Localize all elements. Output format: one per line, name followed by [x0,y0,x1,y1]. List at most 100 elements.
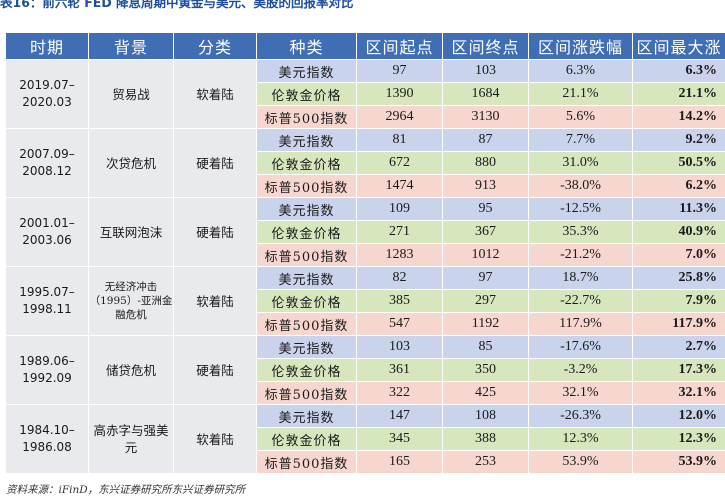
max-cell: 2.7% [632,335,725,359]
table-body: 2019.07–2020.03 贸易战 软着陆 美元指数 97 103 6.3% 6.3% 伦敦… [5,59,725,474]
period-cell: 1984.10–1986.08 [5,404,89,474]
start-cell: 322 [356,381,443,405]
change-cell: 53.9% [528,450,633,474]
period-cell: 2001.01–2003.06 [5,197,89,267]
end-cell: 367 [442,220,529,244]
start-cell: 672 [356,151,443,175]
change-cell: -12.5% [528,197,633,221]
change-cell: 18.7% [528,266,633,290]
header-period: 时期 [5,32,89,60]
change-cell: 6.3% [528,59,633,83]
kind-cell: 伦敦金价格 [256,358,357,382]
start-cell: 345 [356,427,443,451]
end-cell: 95 [442,197,529,221]
kind-cell: 标普500指数 [256,381,357,405]
period-cell: 1989.06–1992.09 [5,335,89,405]
category-cell: 硬着陆 [173,197,257,267]
max-cell: 21.1% [632,82,725,106]
start-cell: 271 [356,220,443,244]
header-max: 区间最大涨 [632,32,725,60]
period-cell: 1995.07–1998.11 [5,266,89,336]
start-cell: 361 [356,358,443,382]
max-cell: 53.9% [632,450,725,474]
header-row: 时期 背景 分类 种类 区间起点 区间终点 区间涨跌幅 区间最大涨 [5,32,725,60]
change-cell: 31.0% [528,151,633,175]
table-row: 伦敦金价格 345 388 12.3% 12.3% [6,427,725,451]
kind-cell: 美元指数 [256,59,357,83]
end-cell: 1684 [442,82,529,106]
table-row: 标普500指数 1283 1012 -21.2% 7.0% [6,243,725,267]
kind-cell: 美元指数 [256,404,357,428]
start-cell: 1390 [356,82,443,106]
kind-cell: 伦敦金价格 [256,220,357,244]
kind-cell: 伦敦金价格 [256,151,357,175]
table-row: 2001.01–2003.06 互联网泡沫 硬着陆 美元指数 109 95 -12.5% 11… [5,197,725,267]
header-change: 区间涨跌幅 [528,32,633,60]
change-cell: -38.0% [528,174,633,198]
change-cell: -17.6% [528,335,633,359]
table-row: 伦敦金价格 1390 1684 21.1% 21.1% [6,82,725,106]
max-cell: 40.9% [632,220,725,244]
table-caption: 表16：前六轮 FED 降息周期中黄金与美元、美股的回报率对比 [0,0,354,10]
start-cell: 109 [356,197,443,221]
max-cell: 12.0% [632,404,725,428]
change-cell: 117.9% [528,312,633,336]
max-cell: 50.5% [632,151,725,175]
header-category: 分类 [173,32,257,60]
end-cell: 297 [442,289,529,313]
kind-cell: 标普500指数 [256,312,357,336]
table-row: 1995.07–1998.11 无经济冲击（1995）-亚洲金融危机 软着陆 美元指数… [5,266,725,336]
background-cell: 贸易战 [88,59,174,129]
period-cell: 2007.09–2008.12 [5,128,89,198]
kind-cell: 标普500指数 [256,174,357,198]
comparison-table: 时期 背景 分类 种类 区间起点 区间终点 区间涨跌幅 区间最大涨 2019.0… [5,32,725,474]
start-cell: 103 [356,335,443,359]
table-row: 标普500指数 1474 913 -38.0% 6.2% [6,174,725,198]
end-cell: 1192 [442,312,529,336]
header-end: 区间终点 [442,32,529,60]
kind-cell: 标普500指数 [256,243,357,267]
change-cell: 35.3% [528,220,633,244]
change-cell: 32.1% [528,381,633,405]
kind-cell: 标普500指数 [256,105,357,129]
start-cell: 547 [356,312,443,336]
source-note: 资料来源：iFinD，东兴证券研究所东兴证券研究所 [6,484,246,496]
category-cell: 硬着陆 [173,335,257,405]
background-cell: 高赤字与强美元 [88,404,174,474]
start-cell: 1474 [356,174,443,198]
header-kind: 种类 [256,32,357,60]
end-cell: 388 [442,427,529,451]
max-cell: 12.3% [632,427,725,451]
kind-cell: 美元指数 [256,335,357,359]
max-cell: 6.3% [632,59,725,83]
kind-cell: 标普500指数 [256,450,357,474]
end-cell: 425 [442,381,529,405]
kind-cell: 美元指数 [256,128,357,152]
table-row: 标普500指数 547 1192 117.9% 117.9% [6,312,725,336]
max-cell: 117.9% [632,312,725,336]
max-cell: 7.0% [632,243,725,267]
header-background: 背景 [88,32,174,60]
change-cell: -21.2% [528,243,633,267]
table-row: 2007.09–2008.12 次贷危机 硬着陆 美元指数 81 87 7.7% 9.2% [5,128,725,198]
end-cell: 913 [442,174,529,198]
end-cell: 350 [442,358,529,382]
kind-cell: 伦敦金价格 [256,82,357,106]
max-cell: 32.1% [632,381,725,405]
start-cell: 147 [356,404,443,428]
start-cell: 165 [356,450,443,474]
max-cell: 17.3% [632,358,725,382]
kind-cell: 伦敦金价格 [256,289,357,313]
start-cell: 1283 [356,243,443,267]
category-cell: 软着陆 [173,404,257,474]
period-cell: 2019.07–2020.03 [5,59,89,129]
end-cell: 108 [442,404,529,428]
table-row: 标普500指数 165 253 53.9% 53.9% [6,450,725,474]
background-cell: 储贷危机 [88,335,174,405]
max-cell: 7.9% [632,289,725,313]
end-cell: 97 [442,266,529,290]
start-cell: 2964 [356,105,443,129]
background-cell: 无经济冲击（1995）-亚洲金融危机 [88,266,174,336]
table-row: 伦敦金价格 672 880 31.0% 50.5% [6,151,725,175]
end-cell: 103 [442,59,529,83]
